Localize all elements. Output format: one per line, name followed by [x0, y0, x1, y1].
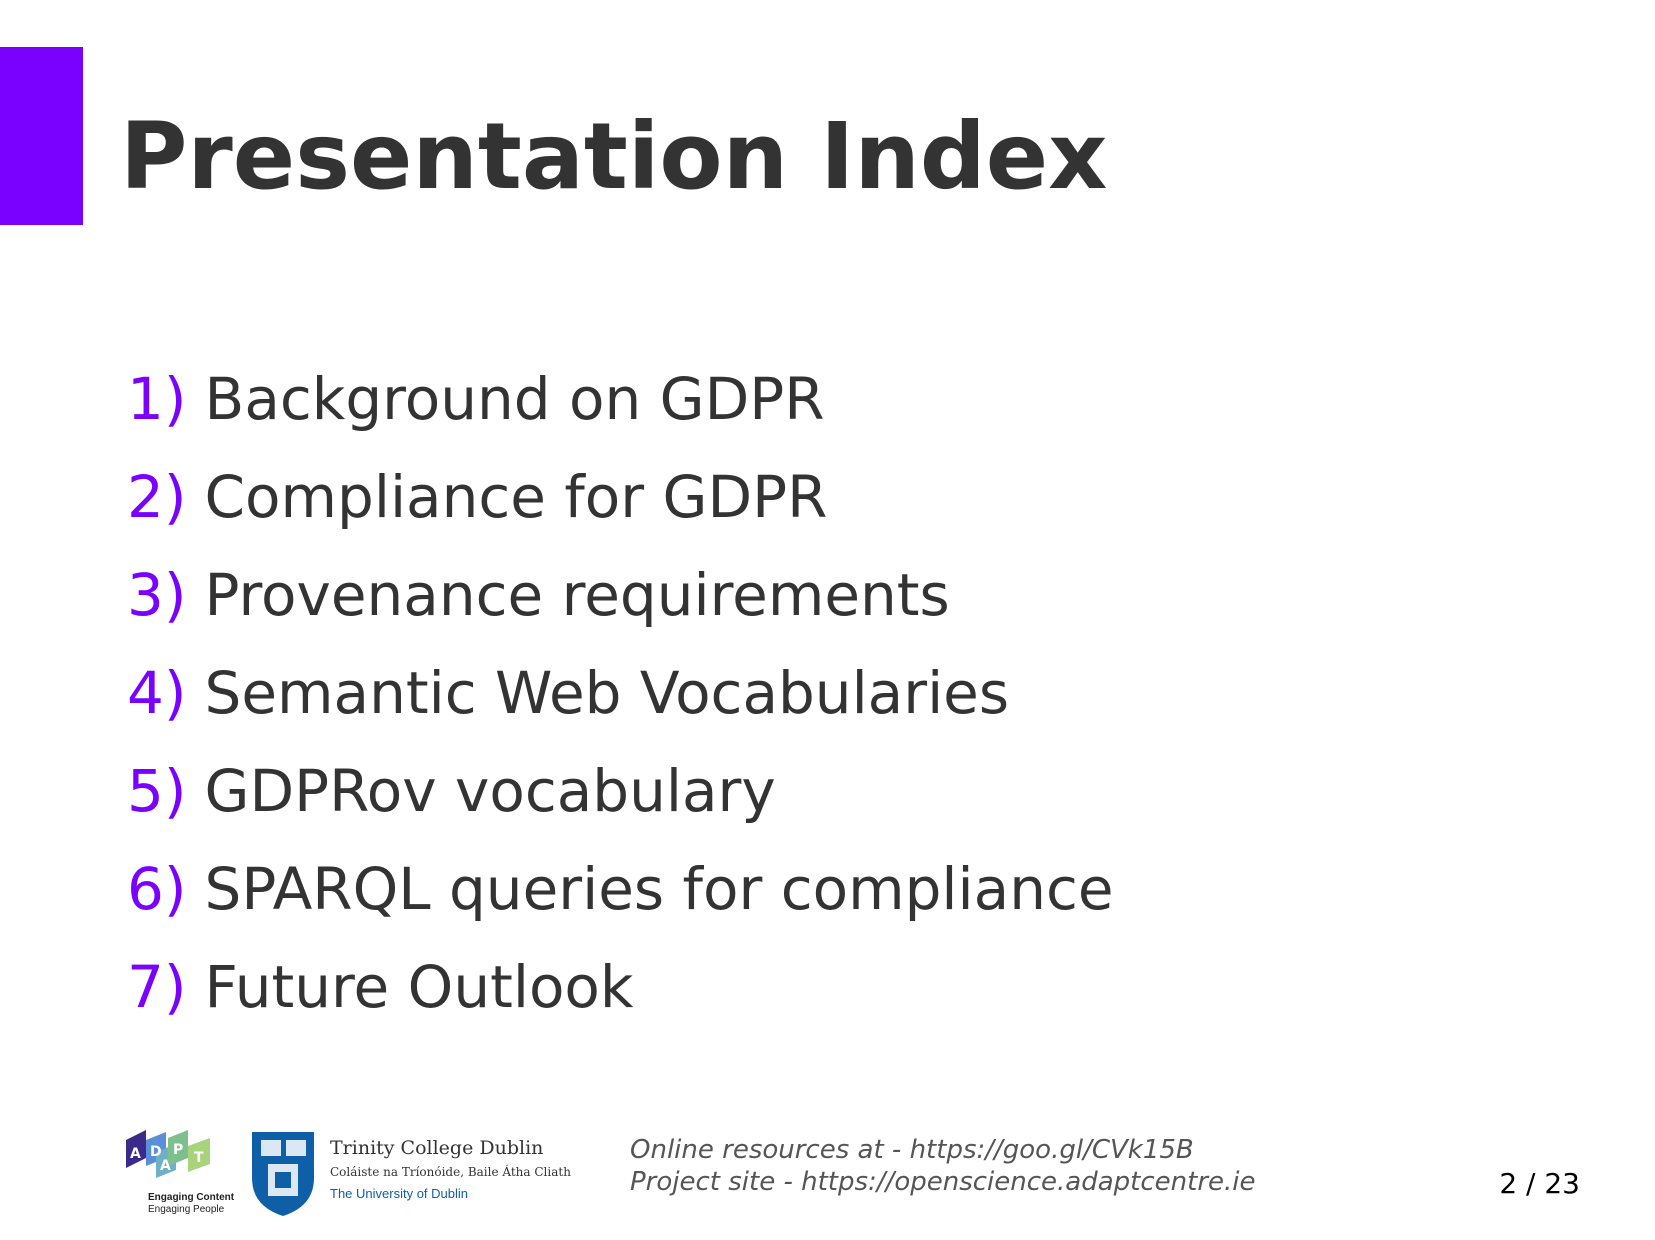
index-item-number: 6) — [127, 855, 187, 923]
index-item-number: 2) — [127, 463, 187, 531]
index-item-number: 5) — [127, 757, 187, 825]
adapt-letter: A — [130, 1146, 141, 1162]
index-item-2: 2) Compliance for GDPR — [127, 448, 1114, 546]
tcd-crest-icon — [252, 1132, 314, 1216]
index-item-3: 3) Provenance requirements — [127, 546, 1114, 644]
index-item-label: Provenance requirements — [204, 561, 950, 629]
tcd-subtitle: The University of Dublin — [330, 1186, 468, 1201]
project-site-line: Project site - https://openscience.adapt… — [630, 1167, 1256, 1197]
footer-logos: A D A P T Engaging Content Engaging Peop… — [118, 1118, 578, 1222]
adapt-letter: P — [173, 1142, 183, 1158]
index-item-number: 4) — [127, 659, 187, 727]
index-item-number: 3) — [127, 561, 187, 629]
adapt-tagline: Engaging Content — [148, 1192, 235, 1203]
adapt-letter: T — [194, 1150, 204, 1166]
footer-resources: Online resources at - https://goo.gl/CVk… — [630, 1134, 1256, 1198]
index-item-number: 7) — [127, 953, 187, 1021]
adapt-tagline: Engaging People — [148, 1204, 225, 1215]
partner-logos: A D A P T Engaging Content Engaging Peop… — [126, 1130, 571, 1216]
index-item-number: 1) — [127, 365, 187, 433]
tcd-irish-name: Coláiste na Tríonóide, Baile Átha Cliath — [330, 1164, 571, 1179]
index-item-label: Future Outlook — [204, 953, 634, 1021]
adapt-letter: D — [150, 1144, 162, 1160]
index-item-label: Compliance for GDPR — [204, 463, 828, 531]
index-item-7: 7) Future Outlook — [127, 938, 1114, 1036]
page-number: 2 / 23 — [1499, 1167, 1580, 1200]
tcd-wordmark: Trinity College Dublin Coláiste na Tríon… — [330, 1137, 571, 1201]
adapt-logo: A D A P T Engaging Content Engaging Peop… — [126, 1130, 235, 1215]
index-item-5: 5) GDPRov vocabulary — [127, 742, 1114, 840]
index-item-label: Semantic Web Vocabularies — [204, 659, 1010, 727]
index-item-4: 4) Semantic Web Vocabularies — [127, 644, 1114, 742]
index-item-1: 1) Background on GDPR — [127, 350, 1114, 448]
adapt-letter: A — [160, 1158, 171, 1174]
tcd-name: Trinity College Dublin — [330, 1137, 543, 1159]
title-accent-bar — [0, 47, 83, 225]
index-item-label: SPARQL queries for compliance — [204, 855, 1114, 923]
index-item-label: GDPRov vocabulary — [204, 757, 776, 825]
index-item-label: Background on GDPR — [204, 365, 825, 433]
resources-link-line: Online resources at - https://goo.gl/CVk… — [630, 1135, 1194, 1165]
index-list: 1) Background on GDPR 2) Compliance for GD… — [127, 350, 1114, 1036]
slide-title: Presentation Index — [120, 103, 1108, 210]
index-item-6: 6) SPARQL queries for compliance — [127, 840, 1114, 938]
